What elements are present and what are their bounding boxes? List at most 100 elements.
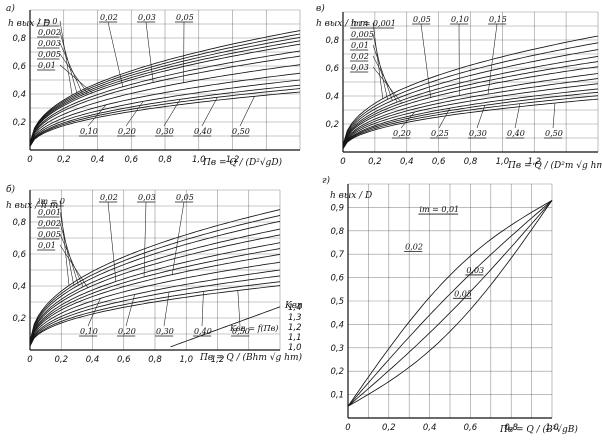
label-leader [201, 291, 204, 327]
x-tick-label: 0,4 [423, 423, 437, 433]
series-line [347, 200, 553, 407]
y-tick-label: 0,2 [325, 120, 339, 130]
panel-v-ylabel: h вых / h т [316, 19, 368, 29]
y-tick-label: 0,3 [330, 344, 344, 354]
y-tick-label: 0,6 [12, 250, 26, 260]
label-leader [372, 66, 403, 104]
panel-g-xlabel: Πв = Q / (B²√gB) [499, 424, 578, 435]
series-line [342, 88, 599, 149]
y-tick-label: 0,8 [12, 34, 26, 44]
label-leader [107, 201, 117, 282]
curve-label: 0,01 [38, 241, 56, 250]
label-leader [201, 97, 218, 127]
y-tick-label: 0,2 [12, 118, 26, 128]
series-line [342, 61, 599, 147]
curve-label: 0,50 [232, 127, 250, 136]
series-line [347, 200, 553, 407]
label-leader [552, 103, 556, 129]
curve-label: iт = 0 [38, 197, 65, 206]
x-tick-label: 1,2 [211, 355, 225, 365]
series-line [342, 98, 599, 150]
x-tick-label: 0 [345, 423, 350, 433]
series-line [29, 40, 301, 144]
curve-label: iт = 0,001 [351, 19, 396, 28]
x-tick-label: 0,4 [400, 157, 414, 167]
x-tick-label: 0,4 [91, 155, 105, 165]
curve-label: 0,002 [38, 219, 61, 228]
label-leader [438, 108, 451, 129]
curve-label: 0,40 [194, 327, 212, 336]
x-tick-label: 1,0 [545, 423, 559, 433]
label-leader [87, 298, 101, 327]
label-leader [59, 42, 83, 94]
series-line [29, 43, 301, 144]
curve-label: 0,03 [138, 193, 156, 202]
curve-label: iт = 0,01 [419, 205, 459, 214]
curve-label: 0,02 [351, 52, 369, 61]
series-line [29, 72, 301, 146]
curve-label: 0,005 [38, 50, 61, 59]
panel-g: г) h вых / D Πв = Q / (B²√gB) 0 0,2 0,4 0,6… [322, 175, 578, 435]
x-tick-label: 0 [27, 155, 32, 165]
curve-label: 0,02 [100, 13, 118, 22]
label-leader [372, 44, 393, 101]
label-leader [87, 104, 107, 127]
series-line [29, 234, 281, 344]
x-tick-label: 1,2 [226, 155, 240, 165]
x-tick-label: 1,0 [496, 157, 510, 167]
curve-label: 0,20 [118, 127, 136, 136]
label-leader [237, 290, 241, 327]
label-leader [107, 21, 124, 87]
y-tick-label: 0,4 [330, 320, 344, 330]
series-line [347, 200, 553, 407]
label-leader [239, 96, 255, 127]
label-leader [163, 99, 181, 127]
y-tick-label: 0,2 [330, 367, 344, 377]
curve-label: 0,03 [351, 63, 369, 72]
series-line [342, 55, 599, 147]
series-line [342, 78, 599, 148]
label-leader [476, 105, 486, 129]
series-line [342, 35, 599, 146]
label-leader [145, 21, 154, 83]
x-tick-label: 0,2 [57, 155, 71, 165]
series-line [29, 281, 281, 347]
panel-a-label: а) [6, 3, 15, 14]
series-line [29, 30, 301, 143]
x-tick-label: 1,0 [192, 155, 206, 165]
x-tick-label: 0,6 [117, 355, 131, 365]
series-line [29, 220, 281, 343]
series-line [29, 50, 301, 145]
panel-a: а) h вых / D Πв = Q / (D²√gD) 0 0,2 0,4 0,6… [6, 3, 301, 168]
y-tick-label: 0,8 [12, 218, 26, 228]
curve-label: 0,20 [118, 327, 136, 336]
label-leader [59, 64, 93, 94]
label-leader [59, 200, 70, 286]
series-line [29, 84, 301, 147]
curve-label: 0,03 [466, 266, 484, 275]
x-tick-label: 0,2 [54, 355, 68, 365]
series-line [29, 242, 281, 344]
panel-v: в) h вых / h т Πв = Q / (D²т √g hт) 0 0,2… [316, 3, 602, 171]
panel-a-ylabel: h вых / D [8, 19, 50, 29]
series-line [29, 261, 281, 345]
curve-label: 0,003 [38, 39, 61, 48]
panel-b-label: б) [6, 184, 15, 195]
panel-a-xlabel: Πв = Q / (D²√gD) [202, 157, 283, 168]
series-line [342, 42, 599, 146]
series-line [342, 83, 599, 149]
x-tick-label: 0,2 [368, 157, 382, 167]
right-tick-label: 1,1 [288, 333, 302, 343]
x-tick-label: 0,8 [158, 155, 172, 165]
y-tick-label: 0,4 [12, 282, 26, 292]
curve-label: 0,05 [176, 13, 194, 22]
x-tick-label: 0 [340, 157, 345, 167]
y-tick-label: 0,4 [12, 90, 26, 100]
series-line [29, 269, 281, 346]
x-tick-label: 0,6 [464, 423, 478, 433]
series-line [29, 285, 281, 347]
series-line [29, 214, 281, 343]
panel-b-xlabel: Πв = Q / (Bhт √g hт) [199, 352, 302, 363]
x-tick-label: 0,6 [432, 157, 446, 167]
